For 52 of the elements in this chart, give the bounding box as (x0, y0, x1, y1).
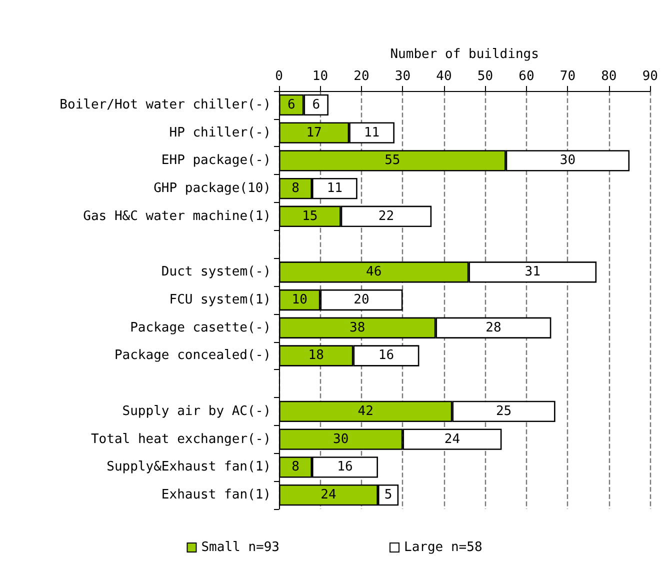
data-label: 17 (306, 125, 322, 140)
data-label: 5 (384, 488, 392, 503)
data-label: 30 (333, 432, 349, 447)
data-label: 8 (292, 460, 300, 475)
y-tick-label: Total heat exchanger(-) (90, 432, 271, 447)
data-label: 25 (496, 404, 512, 419)
y-tick-label: Supply air by AC(-) (122, 404, 271, 419)
data-label: 24 (320, 488, 336, 503)
y-tick-label: Package concealed(-) (114, 348, 271, 364)
data-label: 15 (302, 208, 318, 224)
y-tick-label: GHP package(10) (154, 181, 271, 196)
data-label: 24 (444, 432, 460, 447)
x-tick-label: 80 (601, 69, 617, 84)
x-tick-label: 40 (436, 69, 452, 84)
data-label: 6 (312, 97, 320, 112)
y-tick-label: HP chiller(-) (169, 125, 271, 140)
x-tick-label: 70 (560, 69, 576, 84)
data-label: 38 (350, 320, 366, 336)
x-tick-label: 50 (477, 69, 494, 84)
data-label: 30 (560, 153, 576, 168)
y-tick-label: EHP package(-) (161, 153, 271, 168)
legend-label: Large n=58 (404, 540, 482, 555)
x-tick-label: 10 (312, 69, 328, 84)
x-axis-title: Number of buildings (390, 47, 539, 62)
legend-label: Small n=93 (201, 540, 280, 555)
data-label: 42 (358, 404, 374, 419)
y-tick-label: FCU system(1) (169, 292, 271, 308)
y-tick-label: Supply&Exhaust fan(1) (106, 460, 271, 475)
x-tick-label: 0 (275, 69, 283, 84)
y-tick-label: Exhaust fan(1) (161, 488, 271, 503)
y-tick-label: Gas H&C water machine(1) (83, 208, 271, 224)
data-label: 16 (378, 348, 394, 364)
data-label: 10 (292, 292, 308, 308)
x-tick-label: 60 (518, 69, 534, 84)
x-tick-label: 20 (354, 69, 370, 84)
data-label: 8 (292, 181, 300, 196)
data-label: 22 (378, 208, 394, 224)
y-tick-label: Boiler/Hot water chiller(-) (60, 97, 271, 112)
y-tick-label: Duct system(-) (161, 264, 271, 280)
data-label: 18 (308, 348, 324, 364)
data-label: 55 (384, 153, 400, 168)
data-label: 20 (354, 292, 370, 308)
data-label: 31 (524, 264, 540, 280)
data-label: 16 (337, 460, 353, 475)
y-tick-label: Package casette(-) (130, 320, 271, 336)
x-tick-label: 30 (394, 69, 411, 84)
data-label: 11 (364, 125, 380, 140)
data-label: 46 (366, 264, 382, 280)
data-label: 6 (287, 97, 296, 112)
data-label: 28 (486, 320, 502, 336)
data-label: 11 (326, 181, 343, 196)
x-tick-label: 90 (642, 69, 658, 84)
